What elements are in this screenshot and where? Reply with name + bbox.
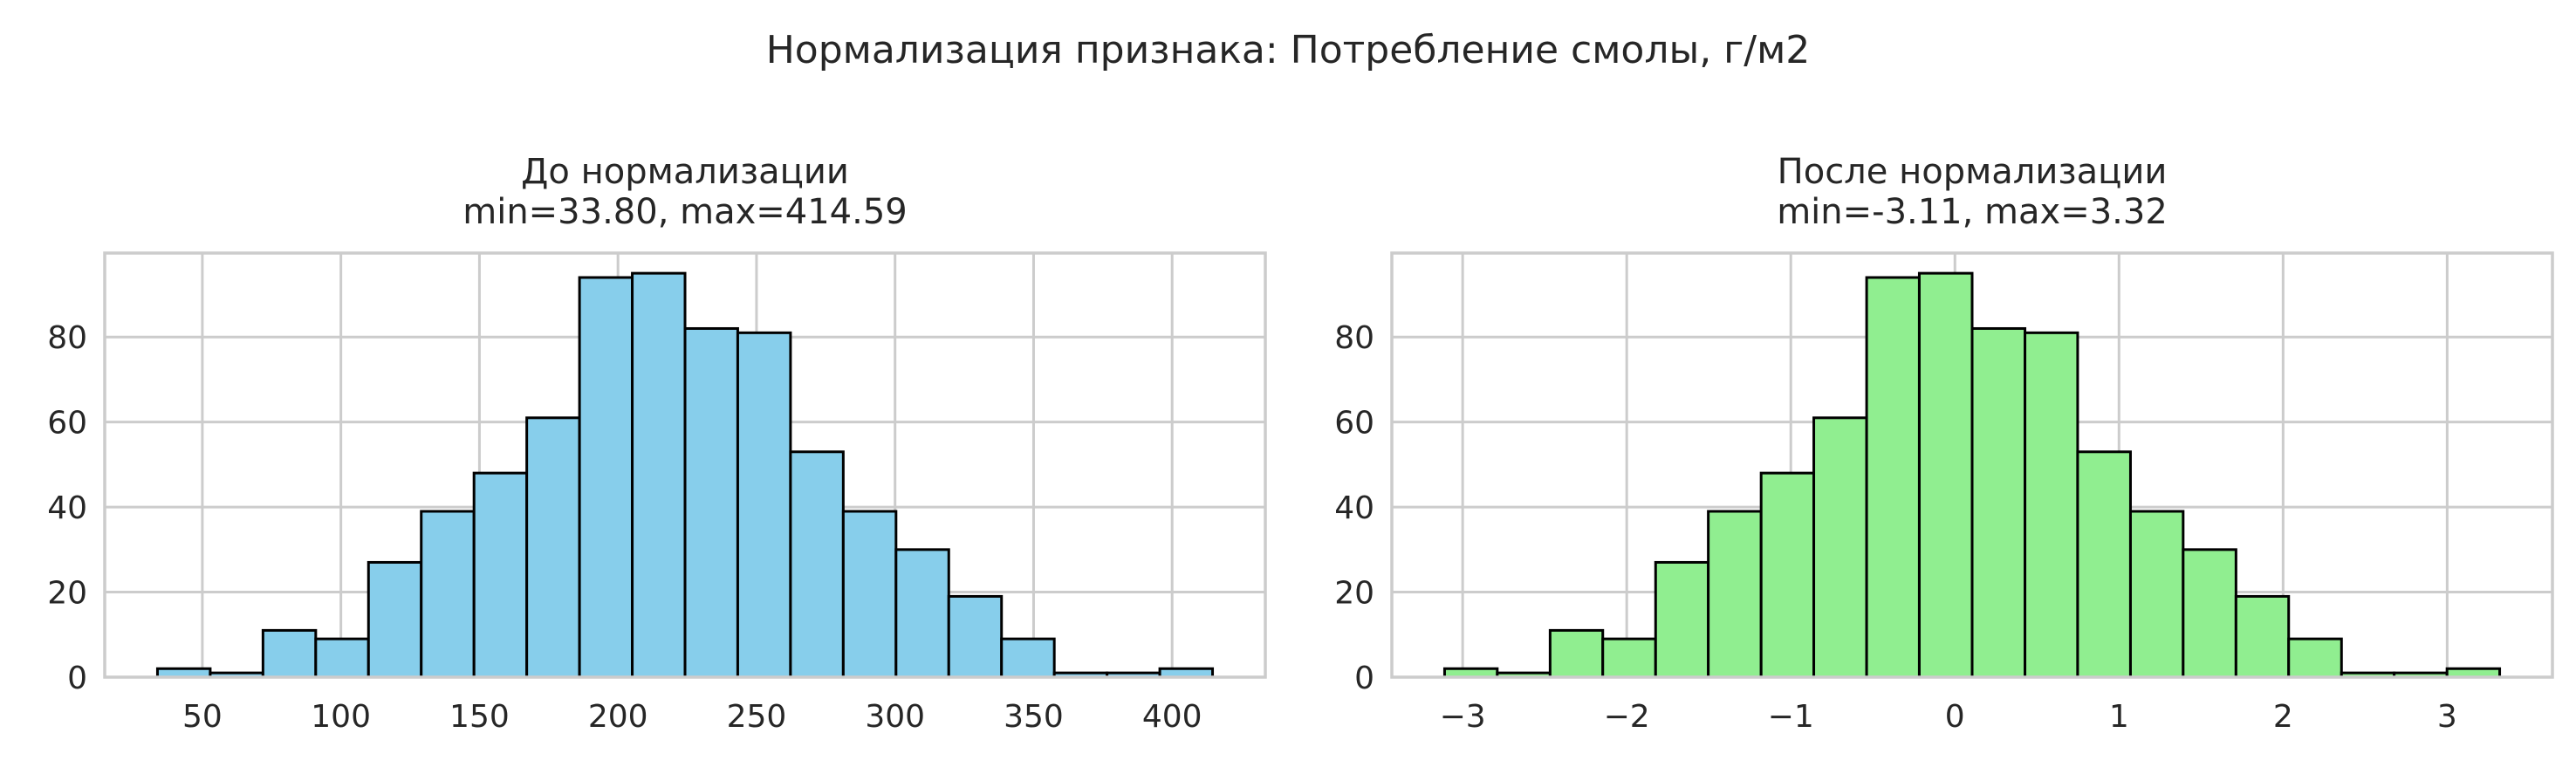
x-tick-label: 300 [865, 699, 925, 735]
histogram-bar [1654, 560, 1710, 679]
y-tick-label: 80 [1334, 320, 1374, 356]
histogram-bar [841, 510, 898, 679]
histogram-before-plot: 50 100 150 200 250 300 350 400 0 20 40 60 80 [47, 251, 1267, 735]
histogram-bar [683, 326, 739, 679]
y-tick-label: 0 [67, 661, 87, 696]
histogram-bar [789, 450, 845, 679]
y-tick-label: 0 [1354, 661, 1374, 696]
histogram-bar [2287, 637, 2343, 679]
y-tick-label: 20 [47, 576, 87, 612]
panel-title-after: После нормализации [1778, 152, 2168, 192]
y-tick-label: 20 [1334, 576, 1374, 612]
x-tick-label: 0 [1945, 699, 1965, 735]
x-tick-label: 200 [588, 699, 648, 735]
x-tick-label: 50 [182, 699, 223, 735]
histogram-bar [947, 594, 1004, 679]
panel-title-before: До нормализации [521, 152, 849, 192]
histogram-bar [1970, 326, 2027, 679]
histogram-bar [1865, 276, 1921, 679]
histogram-bar [578, 276, 634, 679]
histogram-bar [1601, 637, 1657, 679]
x-tick-label: 3 [2437, 699, 2457, 735]
panel-subtitle-before-range: min=33.80, max=414.59 [462, 192, 908, 232]
x-tick-label: 250 [727, 699, 787, 735]
x-tick-label: 150 [449, 699, 510, 735]
panel-after-normalization: После нормализации min=-3.11, max=3.32 −… [1334, 152, 2554, 735]
x-tick-label: 400 [1142, 699, 1202, 735]
histogram-bar [261, 628, 318, 679]
histogram-bar [2128, 510, 2185, 679]
x-tick-label: −3 [1440, 699, 1486, 735]
histogram-bar [472, 471, 529, 679]
plot-frame [103, 251, 1267, 679]
figure-suptitle: Нормализация признака: Потребление смолы… [766, 28, 1811, 72]
x-tick-label: 100 [311, 699, 371, 735]
histogram-bar [420, 510, 476, 679]
histogram-bar [1759, 471, 1816, 679]
x-tick-label: 350 [1004, 699, 1064, 735]
histogram-bar [2234, 594, 2291, 679]
panel-before-normalization: До нормализации min=33.80, max=414.59 50… [47, 152, 1267, 735]
histogram-bar [631, 271, 687, 679]
x-tick-label: 2 [2273, 699, 2293, 735]
histogram-bar [1917, 271, 1974, 679]
panel-subtitle-after-range: min=-3.11, max=3.32 [1777, 192, 2168, 232]
plot-frame [1390, 251, 2554, 679]
histogram-bar [2076, 450, 2132, 679]
histogram-bar [894, 548, 950, 679]
y-tick-label: 40 [47, 490, 87, 526]
y-tick-label: 60 [1334, 406, 1374, 442]
y-tick-label: 40 [1334, 490, 1374, 526]
y-tick-label: 80 [47, 320, 87, 356]
y-tick-label: 60 [47, 406, 87, 442]
x-tick-label: 1 [2109, 699, 2129, 735]
histogram-bar [1707, 510, 1763, 679]
histogram-bar [367, 560, 423, 679]
histogram-after-plot: −3 −2 −1 0 1 2 3 0 20 40 60 80 [1334, 251, 2554, 735]
histogram-bar [2024, 331, 2079, 679]
histogram-bar [525, 416, 581, 679]
histogram-bar [1548, 628, 1605, 679]
histogram-bar [1812, 416, 1868, 679]
histogram-bar [1000, 637, 1056, 679]
histogram-bar [2182, 548, 2237, 679]
x-tick-label: −1 [1768, 699, 1814, 735]
histogram-bar [736, 331, 792, 679]
histogram-bar [314, 637, 370, 679]
x-tick-label: −2 [1604, 699, 1650, 735]
